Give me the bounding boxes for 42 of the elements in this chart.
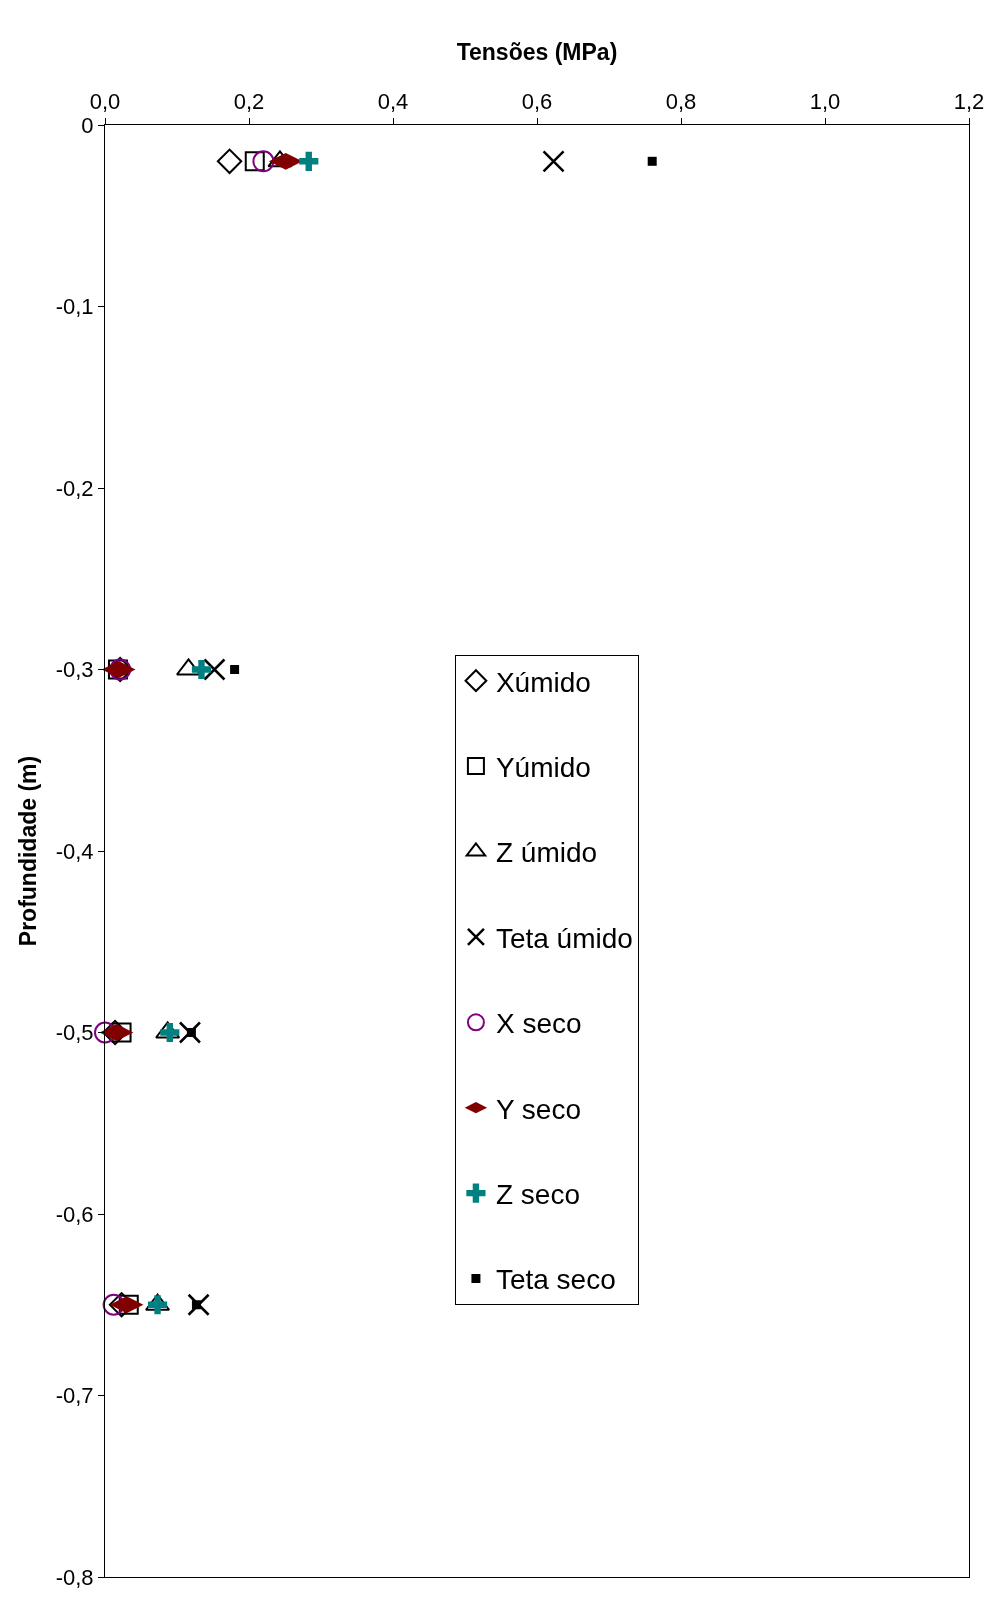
x-axis-title: Tensões (MPa) [456,38,618,65]
point [216,148,243,174]
y-tick-label: -0,8 [55,1564,94,1590]
y-tick-label: -0,3 [55,657,94,683]
y-tick-label: -0,1 [55,294,94,320]
y-tick-label: -0,7 [55,1383,94,1409]
point [178,1021,202,1044]
x-tick-label: 0,6 [521,89,553,115]
point [230,665,240,674]
y-tick-label: -0,2 [55,475,94,501]
point [244,151,265,172]
x-tick-label: 0,8 [665,89,697,115]
point [299,151,319,171]
point [191,1300,201,1310]
legend-label: Teta úmido [495,922,633,954]
point [647,156,657,166]
legend-label: Teta seco [495,1264,616,1296]
y-tick-label: 0 [81,112,94,138]
legend-label: X seco [495,1008,582,1040]
point [542,150,565,173]
legend-label: Yúmido [495,752,591,783]
y-tick-label: -0,5 [55,1020,94,1046]
legend-label: Z úmido [495,837,598,869]
y-axis-title: Profundidade (m) [15,755,42,947]
x-tick-label: 0,4 [377,89,409,115]
y-tick-label: -0,6 [55,1201,94,1227]
point [186,1028,196,1037]
legend-label: Xúmido [495,666,591,698]
point [118,1294,139,1315]
point [147,1295,168,1315]
point [252,150,275,173]
x-tick-label: 1,2 [953,89,985,115]
legend-label: Z seco [495,1179,580,1210]
point [187,1293,210,1316]
x-tick-label: 0,2 [233,89,265,115]
x-tick-label: 0,0 [89,89,121,115]
y-tick-label: -0,4 [55,838,94,864]
legend-label: Y seco [495,1093,582,1125]
point [203,658,226,681]
point [160,1022,180,1043]
x-tick-label: 1,0 [809,89,841,115]
point [191,659,212,680]
